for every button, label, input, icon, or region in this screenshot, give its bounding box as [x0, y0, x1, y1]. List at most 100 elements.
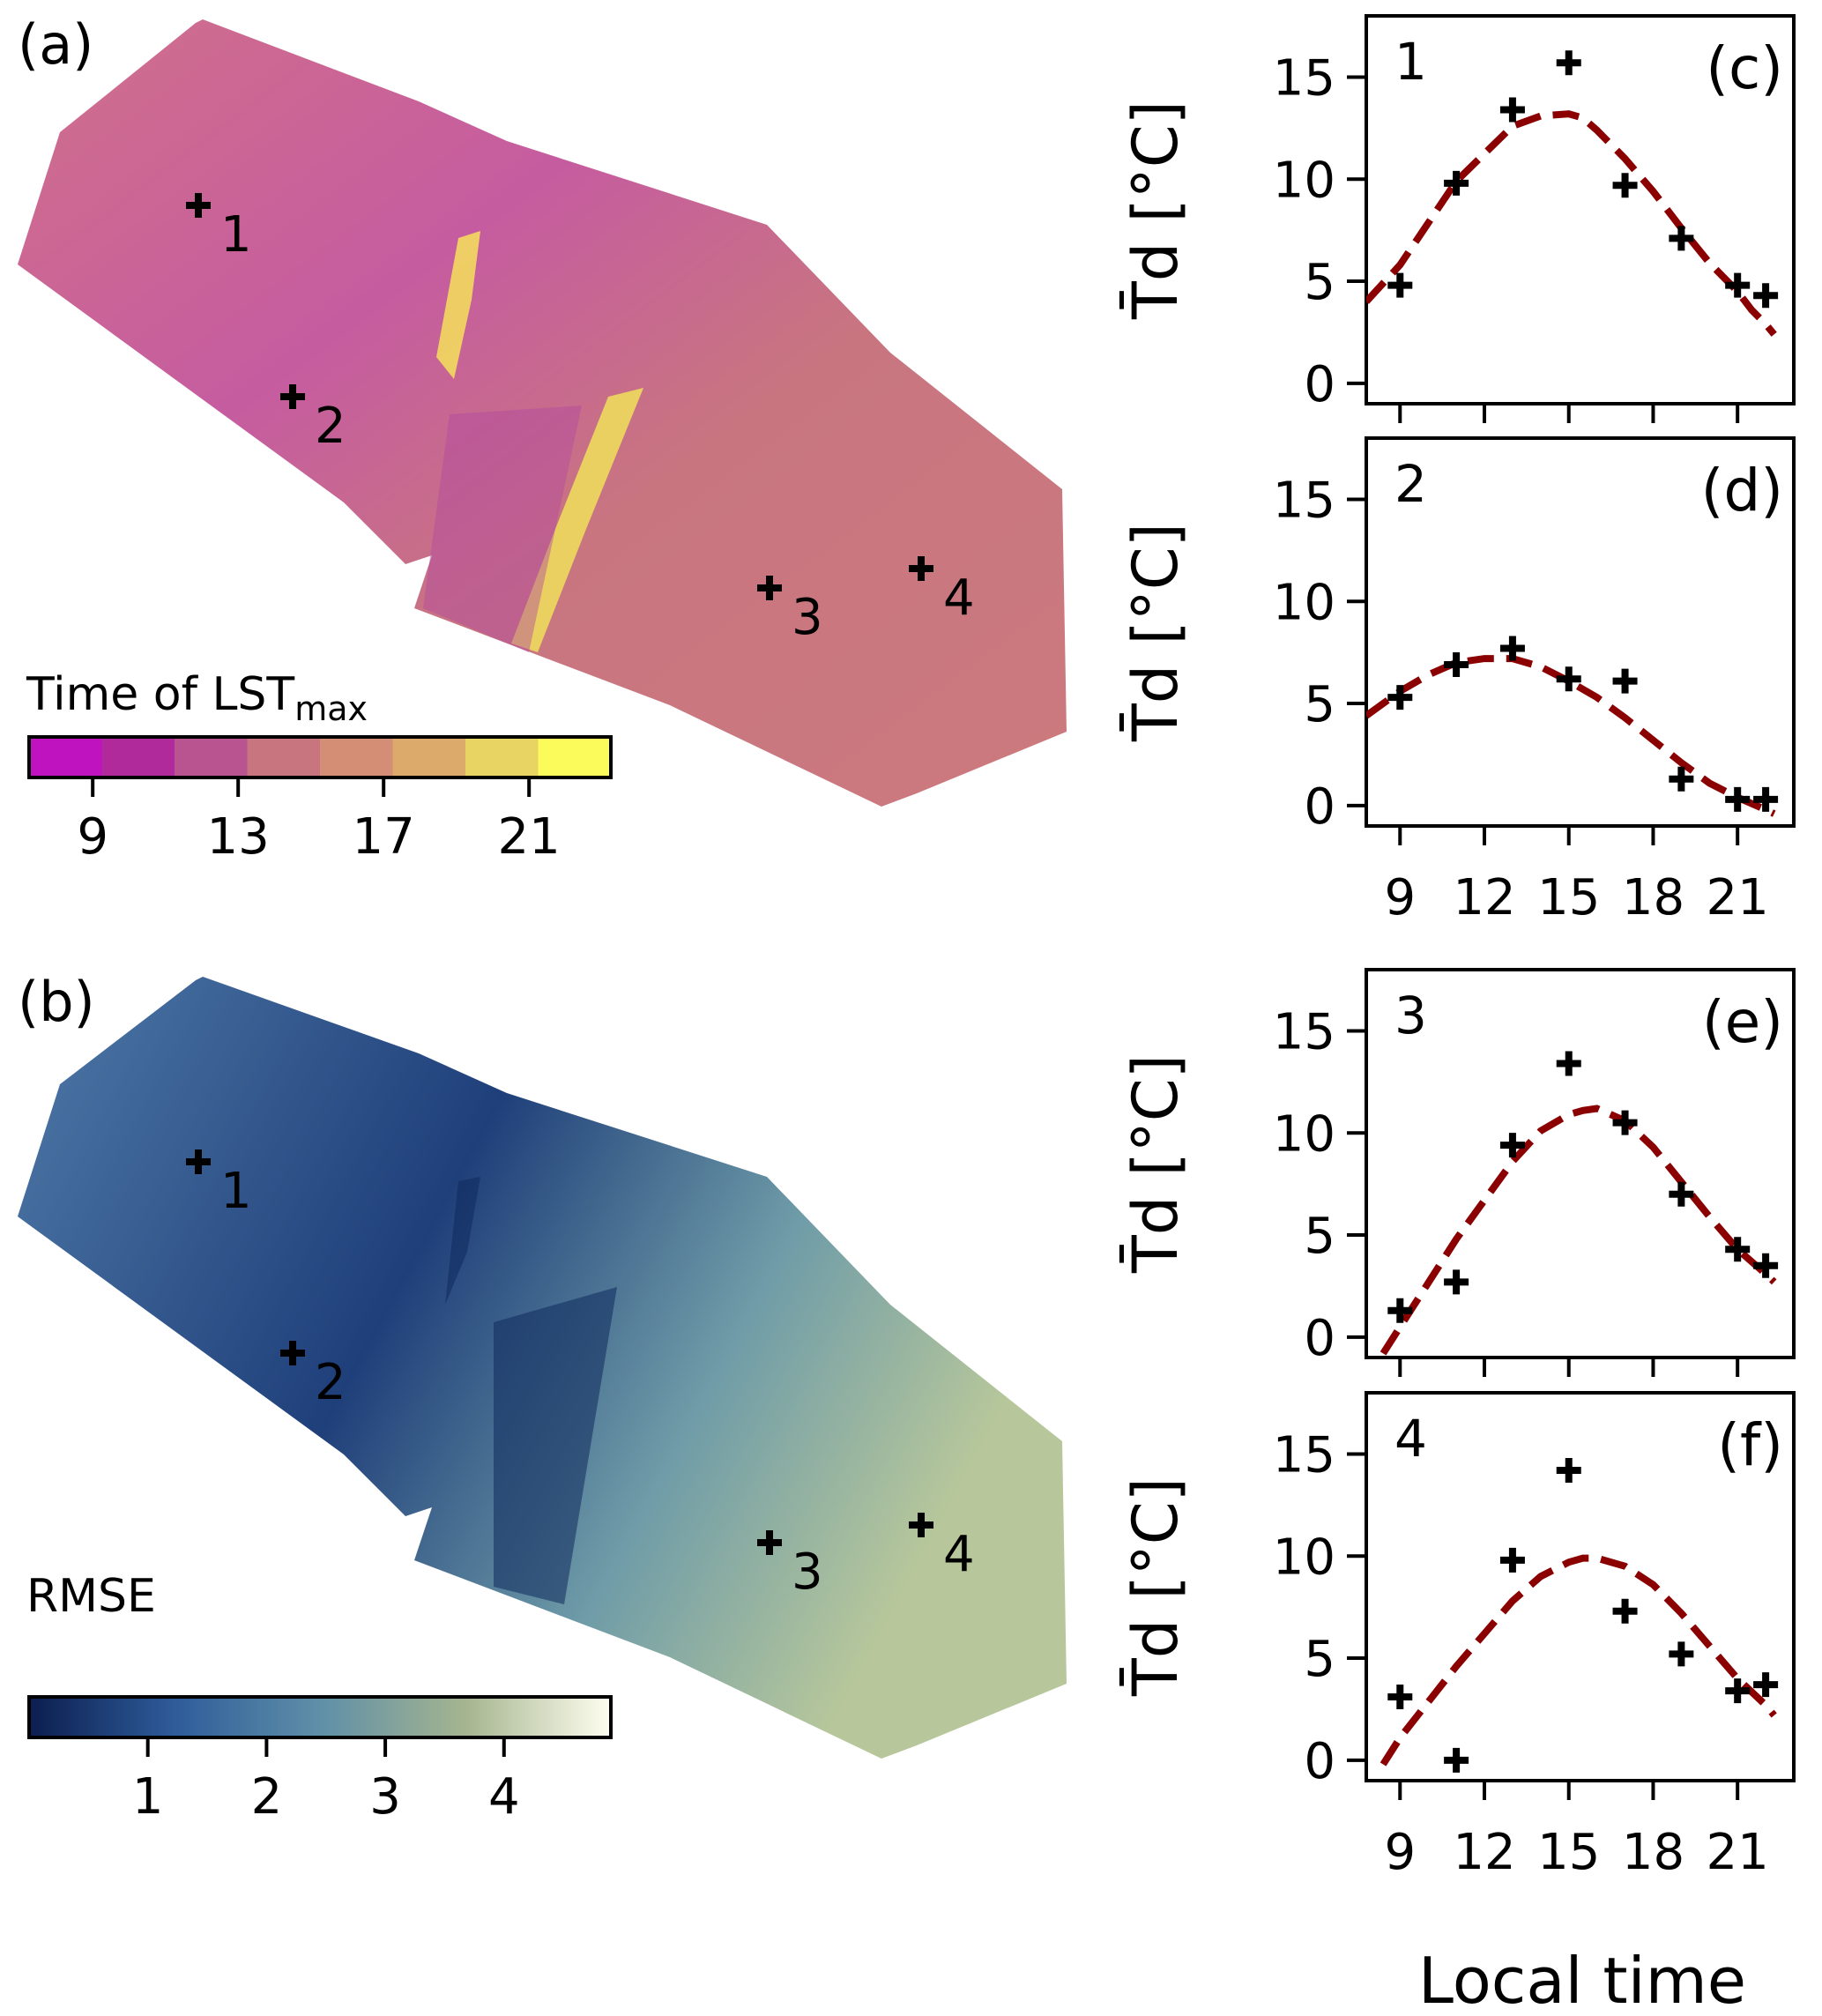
panel-3-ytick-label-3: 15 — [1273, 1426, 1335, 1484]
panel-0-observed-point-6 — [1725, 272, 1751, 298]
panel-0-ytick-label-0: 0 — [1304, 356, 1335, 413]
timeseries-panel-0: 0 5 10 15 T̄d [°C] 1 (c) — [1119, 14, 1796, 423]
panel-1-observed-point-2 — [1499, 636, 1525, 661]
panel-1-observed-point-4 — [1612, 668, 1638, 694]
map-b-marker-1 — [186, 1149, 211, 1174]
colorbar-a-tick-label-3: 21 — [498, 808, 561, 866]
dark-band-a — [423, 405, 582, 652]
map-b-marker-3 — [757, 1530, 782, 1555]
panel-2-observed-point-4 — [1612, 1110, 1638, 1135]
map-a-marker-label-2: 2 — [315, 398, 346, 455]
panel-1-observed-point-5 — [1669, 766, 1694, 792]
panel-3-observed-point-7 — [1753, 1672, 1779, 1698]
colorbar-b-tick-label-2: 3 — [369, 1768, 401, 1826]
panel-3-xtick-label-2: 15 — [1537, 1824, 1600, 1881]
panel-2-fit-curve — [1380, 1105, 1777, 1356]
map-rmse: (b) 1 2 3 4 RMSE 1 2 3 4 — [18, 970, 1067, 1826]
terrain-raster-a — [18, 19, 1067, 807]
panel-3-xtick-label-4: 21 — [1707, 1824, 1769, 1881]
panel-2-ytick-label-3: 15 — [1273, 1003, 1335, 1060]
ridge-highlight-a2 — [511, 388, 643, 652]
map-b-marker-label-1: 1 — [220, 1163, 252, 1220]
panel-3-panel-label: (f) — [1717, 1411, 1783, 1479]
panel-0-point-label: 1 — [1394, 32, 1427, 92]
colorbar-a-segment-0 — [29, 737, 102, 777]
map-b-marker-label-4: 4 — [943, 1526, 975, 1583]
panel-0-fit-curve — [1366, 110, 1777, 337]
panel-1-observed-point-7 — [1753, 786, 1779, 812]
panel-0-frame — [1365, 14, 1796, 405]
panel-1-panel-label: (d) — [1701, 457, 1783, 524]
panel-3-point-label: 4 — [1394, 1409, 1427, 1469]
colorbar-a-tick-label-2: 17 — [353, 808, 415, 866]
panel-2-ytick-label-1: 5 — [1304, 1208, 1335, 1265]
panel-1-point-label: 2 — [1394, 454, 1427, 514]
panel-0-ytick-label-1: 5 — [1304, 254, 1335, 311]
panel-3-ytick-label-0: 0 — [1304, 1733, 1335, 1790]
panel-2-observed-point-5 — [1669, 1181, 1694, 1207]
colorbar-b-gradient — [29, 1697, 611, 1737]
panel-1-xtick-label-2: 15 — [1537, 869, 1600, 926]
colorbar-b-tick-label-1: 2 — [251, 1768, 283, 1826]
panel-2-observed-point-6 — [1725, 1237, 1751, 1262]
colorbar-b-title: RMSE — [26, 1570, 156, 1623]
panel-3-fit-curve — [1380, 1554, 1777, 1767]
panel-3-xtick-label-0: 9 — [1384, 1824, 1416, 1881]
dark-band-b — [445, 1177, 617, 1604]
panel-3-ylabel: T̄d [°C] — [1119, 1477, 1192, 1697]
panel-3-observed-point-5 — [1669, 1641, 1694, 1667]
panel-3-observed-point-6 — [1725, 1678, 1751, 1704]
panel-3-observed-point-3 — [1556, 1458, 1581, 1483]
panel-3-frame — [1365, 1391, 1796, 1782]
panel-1-xtick-label-1: 12 — [1453, 869, 1515, 926]
colorbar-a-segment-7 — [538, 737, 612, 777]
panel-2-ylabel: T̄d [°C] — [1119, 1054, 1192, 1274]
panel-2-panel-label: (e) — [1702, 988, 1783, 1056]
panel-0-observed-point-0 — [1387, 272, 1413, 298]
map-a-marker-label-3: 3 — [792, 589, 823, 646]
panel-2-observed-point-1 — [1444, 1269, 1469, 1295]
timeseries-panel-3: 0 5 10 15 9 12 15 18 21 T̄d [°C] 4 (f) — [1119, 1391, 1796, 1881]
panel-0-ytick-label-2: 10 — [1273, 152, 1335, 209]
panel-0-panel-label: (c) — [1706, 34, 1783, 102]
panel-0-observed-point-5 — [1669, 226, 1694, 251]
panel-3-observed-point-4 — [1612, 1598, 1638, 1624]
map-b-marker-4 — [909, 1513, 933, 1537]
map-a-marker-2 — [280, 384, 305, 409]
panel-1-fit-curve — [1366, 655, 1776, 817]
map-b-marker-2 — [280, 1341, 305, 1365]
panel-3-xtick-label-1: 12 — [1453, 1824, 1515, 1881]
colorbar-a-segment-2 — [175, 737, 248, 777]
map-lst-max-time: (a) 1 2 3 4 Time of LSTmax 9 13 17 21 — [18, 12, 1067, 866]
panel-1-xtick-label-3: 18 — [1622, 869, 1684, 926]
panel-1-observed-point-0 — [1387, 685, 1413, 710]
map-b-marker-label-3: 3 — [792, 1544, 823, 1601]
map-a-marker-label-4: 4 — [943, 569, 975, 627]
map-a-marker-1 — [186, 193, 211, 218]
panel-3-xtick-label-3: 18 — [1622, 1824, 1684, 1881]
panel-3-observed-point-1 — [1444, 1747, 1469, 1773]
panel-2-observed-point-0 — [1387, 1298, 1413, 1323]
colorbar-a-segment-6 — [465, 737, 539, 777]
panel-0-ytick-label-3: 15 — [1273, 49, 1335, 107]
panel-1-ytick-label-1: 5 — [1304, 676, 1335, 733]
panel-1-xtick-label-4: 21 — [1707, 869, 1769, 926]
colorbar-a-tick-label-0: 9 — [77, 808, 108, 866]
colorbar-b-tick-label-3: 4 — [488, 1768, 520, 1826]
timeseries-panel-1: 0 5 10 15 9 12 15 18 21 T̄d [°C] 2 (d) — [1119, 436, 1796, 926]
panel-label-b: (b) — [18, 970, 95, 1034]
panel-2-observed-point-3 — [1556, 1051, 1581, 1076]
panel-1-ytick-label-2: 10 — [1273, 574, 1335, 631]
panel-2-frame — [1365, 968, 1796, 1359]
panel-0-observed-point-7 — [1753, 283, 1779, 309]
colorbar-a-segment-3 — [247, 737, 321, 777]
panel-0-observed-point-4 — [1612, 173, 1638, 198]
panel-1-observed-point-1 — [1444, 652, 1469, 678]
panel-0-observed-point-1 — [1444, 170, 1469, 196]
panel-0-observed-point-2 — [1499, 97, 1525, 123]
colorbar-a-segment-4 — [320, 737, 393, 777]
colorbar-a-segment-1 — [101, 737, 175, 777]
panel-2-ytick-label-0: 0 — [1304, 1310, 1335, 1367]
panel-2-point-label: 3 — [1394, 986, 1427, 1045]
panel-0-ylabel: T̄d [°C] — [1119, 100, 1192, 320]
